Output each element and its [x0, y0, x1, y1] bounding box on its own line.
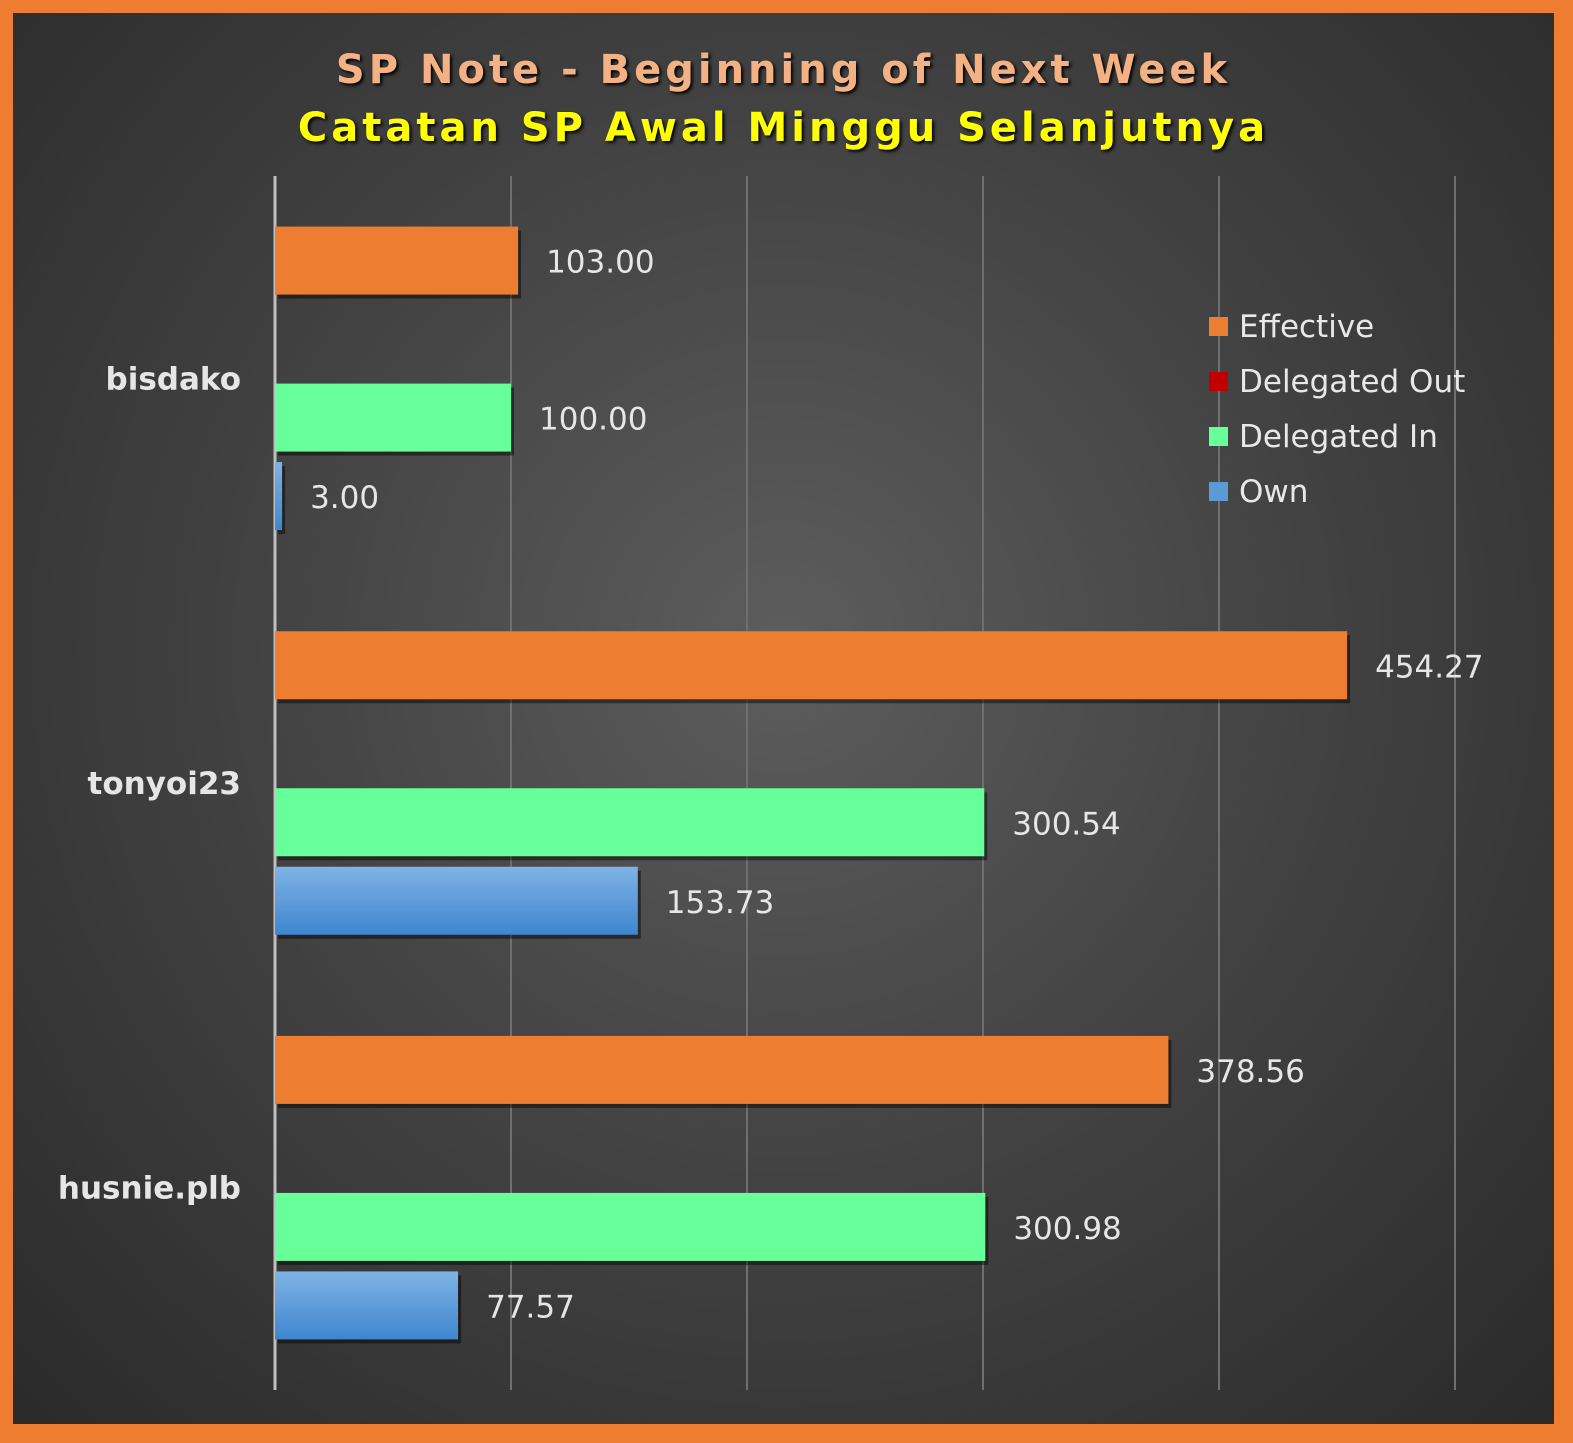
legend-label-delegated-in: Delegated In — [1239, 418, 1438, 455]
data-label-effective: 378.56 — [1196, 1054, 1304, 1090]
legend-swatch-delegated-in — [1209, 427, 1228, 446]
legend-swatch-effective — [1209, 317, 1228, 336]
data-label-delegated-in: 300.98 — [1013, 1211, 1121, 1247]
chart-subtitle: Catatan SP Awal Minggu Selanjutnya — [297, 105, 1270, 151]
bar-delegated-in — [275, 1192, 986, 1261]
bar-own — [275, 462, 283, 531]
legend-item-own: Own — [1209, 464, 1465, 519]
category-label: husnie.plb — [58, 1171, 241, 1207]
data-label-delegated-in: 100.00 — [539, 402, 647, 438]
category-label: tonyoi23 — [88, 766, 241, 802]
chart-frame: SP Note - Beginning of Next Week Catatan… — [13, 13, 1554, 1424]
bar-chart: bisdako 103.00 100.00 3.00 tonyoi23 454.27 300… — [58, 176, 1484, 1390]
legend: Effective Delegated Out Delegated In Own — [1209, 299, 1465, 519]
legend-label-own: Own — [1239, 473, 1309, 510]
bar-delegated-in — [275, 383, 511, 452]
legend-swatch-own — [1209, 482, 1228, 501]
legend-swatch-delegated-out — [1209, 372, 1228, 391]
bar-effective — [275, 226, 519, 295]
legend-item-delegated-out: Delegated Out — [1209, 354, 1465, 409]
bar-delegated-in — [275, 788, 985, 857]
data-label-own: 153.73 — [666, 885, 774, 921]
data-label-effective: 454.27 — [1375, 649, 1483, 685]
bar-own — [275, 866, 638, 935]
data-label-own: 3.00 — [310, 480, 379, 516]
bar-effective — [275, 1035, 1169, 1104]
bar-own — [275, 1271, 459, 1340]
legend-item-effective: Effective — [1209, 299, 1465, 354]
legend-label-delegated-out: Delegated Out — [1239, 363, 1466, 400]
category-label: bisdako — [106, 361, 241, 397]
data-label-effective: 103.00 — [546, 245, 654, 281]
chart-title: SP Note - Beginning of Next Week — [335, 47, 1232, 93]
bar-effective — [275, 631, 1348, 700]
legend-label-effective: Effective — [1239, 308, 1375, 345]
data-label-delegated-in: 300.54 — [1012, 806, 1120, 842]
data-label-own: 77.57 — [486, 1289, 575, 1325]
legend-item-delegated-in: Delegated In — [1209, 409, 1465, 464]
